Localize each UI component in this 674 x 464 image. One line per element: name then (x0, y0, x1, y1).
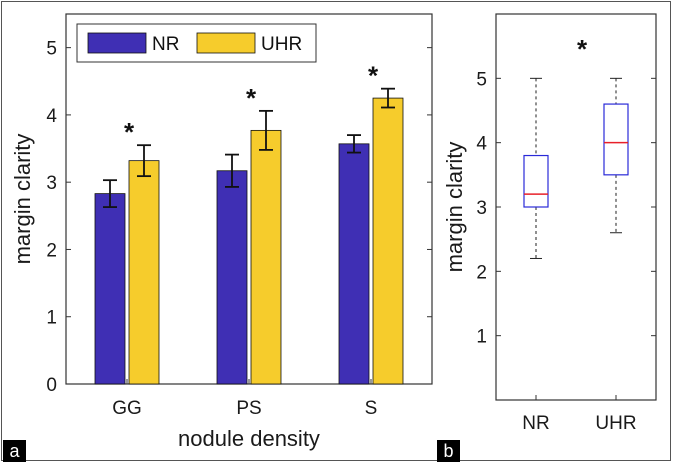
panel-b-y-tick-label: 1 (476, 327, 487, 348)
panel-a-x-tick-label: PS (236, 398, 261, 419)
panel-b-y-tick-label: 5 (476, 69, 487, 90)
panel-a-x-tick-label: GG (112, 398, 142, 419)
panel-b-axes-box (495, 13, 657, 401)
panel-a-tag-bg (3, 440, 26, 462)
legend-swatch-nr (87, 32, 147, 54)
significance-star: * (368, 61, 379, 91)
legend-label-uhr: UHR (261, 34, 302, 55)
panel-a-y-ticks: 0 1 2 3 4 5 (46, 39, 432, 396)
panel-a-y-tick-label: 5 (46, 39, 57, 60)
panel-b-boxes (523, 77, 629, 259)
panel-a-legend: NR UHR (76, 23, 317, 63)
panel-b-y-ticks: 1 2 3 4 5 (476, 69, 656, 348)
panel-a-y-tick-label: 1 (46, 308, 57, 329)
panel-a-bars (94, 87, 404, 385)
legend-label-nr: NR (152, 34, 179, 55)
panel-b-x-tick-label: NR (522, 413, 549, 434)
bar-nr-s (338, 143, 370, 385)
panel-a-x-ticks: GG PS S (112, 379, 377, 419)
panel-b-significance-star: * (577, 34, 588, 64)
panel-b-x-ticks: NR UHR (522, 395, 637, 434)
bar-uhr-ps (250, 129, 282, 385)
legend-swatch-uhr (196, 32, 256, 54)
box-uhr (603, 103, 629, 176)
panel-a-tag: a (9, 441, 20, 461)
panel-b-y-tick-label: 2 (476, 262, 487, 283)
significance-star: * (246, 83, 257, 113)
panel-b-box-plot: 1 2 3 4 5 NR UHR * margin clarity (442, 13, 657, 434)
panel-a-y-label: margin clarity (10, 134, 35, 265)
box-nr (523, 154, 549, 208)
panel-a-y-tick-label: 2 (46, 240, 57, 261)
panel-a-x-label: nodule density (178, 426, 320, 451)
bar-uhr-gg (128, 160, 160, 385)
panel-a-x-tick-label: S (365, 398, 378, 419)
bar-uhr-s (372, 97, 404, 385)
panel-a-y-tick-label: 0 (46, 375, 57, 396)
panel-b-y-tick-label: 3 (476, 198, 487, 219)
panel-a-y-tick-label: 3 (46, 173, 57, 194)
bar-nr-ps (216, 170, 248, 385)
panel-b-tag-bg (437, 440, 460, 462)
panel-b-tag: b (443, 441, 453, 461)
significance-star: * (124, 117, 135, 147)
panel-b-x-tick-label: UHR (595, 413, 636, 434)
panel-a-y-tick-label: 4 (46, 106, 57, 127)
panel-b-y-tick-label: 4 (476, 134, 487, 155)
panel-a-bar-chart: 0 1 2 3 4 5 GG PS S * * * margin clarity nodule d… (10, 13, 433, 451)
panel-a-significance: * * * (124, 61, 379, 148)
panel-b-y-label: margin clarity (442, 142, 467, 273)
bar-nr-gg (94, 193, 126, 385)
